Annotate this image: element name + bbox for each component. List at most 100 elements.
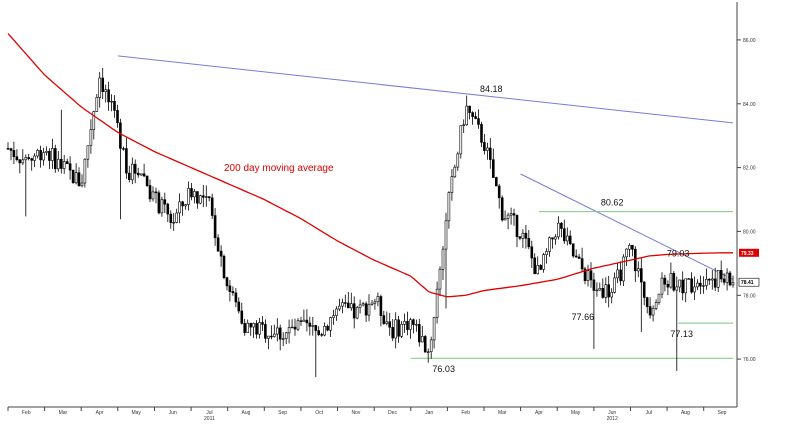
candle-body [409, 319, 412, 330]
candle-body [515, 214, 519, 237]
candle-body [589, 270, 593, 281]
candle-body [465, 105, 469, 126]
candle-body [30, 158, 34, 161]
price-value-badge-text: 78.41 [741, 280, 754, 286]
y-tick-label: 78.00 [743, 293, 756, 299]
candle-body [110, 101, 113, 103]
candle-body [592, 279, 596, 291]
candle-body [332, 315, 335, 318]
candle-body [222, 255, 226, 279]
price-annotation: 79.03 [667, 248, 690, 258]
candle-body [199, 195, 202, 204]
candle-body [633, 248, 637, 272]
candle-body [557, 222, 560, 238]
candle-body [56, 158, 60, 170]
candle-body [83, 158, 87, 184]
y-tick-label: 82.00 [743, 166, 756, 172]
candle-body [678, 279, 682, 288]
candle-body [228, 285, 232, 292]
candle-body [474, 116, 477, 119]
candle-body [163, 199, 167, 205]
candle-body [403, 321, 406, 325]
candle-body [468, 105, 471, 113]
candle-body [205, 196, 208, 198]
candle-body [586, 270, 590, 282]
candle-body [139, 173, 143, 176]
candle-body [151, 191, 155, 200]
candle-body [24, 157, 28, 161]
candle-body [367, 303, 371, 316]
candle-body [562, 228, 566, 242]
candle-body [554, 236, 557, 240]
candle-body [196, 191, 199, 204]
candle-body [184, 204, 187, 207]
candle-body [125, 148, 128, 174]
x-year-label: 2012 [607, 416, 618, 422]
candle-body [497, 185, 501, 199]
candle-body [707, 278, 711, 281]
candle-body [145, 175, 149, 186]
candle-body [710, 278, 714, 281]
candle-body [252, 323, 255, 328]
candle-body [175, 212, 178, 223]
candle-body [341, 302, 344, 307]
candle-body [731, 282, 735, 286]
candle-body [690, 278, 693, 293]
candle-body [488, 147, 492, 160]
candle-body [397, 319, 400, 337]
candle-body [604, 284, 608, 298]
candle-body [358, 304, 362, 308]
candle-body [157, 192, 161, 214]
candle-body [166, 203, 170, 215]
candle-body [181, 201, 184, 207]
candle-body [435, 288, 439, 318]
ma-value-badge-text: 79.33 [741, 251, 754, 257]
candle-body [595, 289, 599, 292]
x-year-label: 2011 [204, 416, 215, 422]
candle-body [524, 232, 528, 239]
candle-body [293, 326, 297, 330]
candle-body [219, 250, 223, 257]
candle-body [290, 326, 294, 329]
annotations-group: 84.18 80.62 79.03 77.66 77.13 76.03 79.33 78.41 [432, 84, 760, 374]
candle-body [178, 201, 181, 214]
candle-body [400, 323, 403, 337]
candle-body [299, 320, 303, 322]
candle-body [560, 222, 563, 229]
candle-body [6, 148, 10, 150]
candle-body [302, 319, 306, 322]
candle-body [483, 142, 486, 151]
candle-body [533, 257, 537, 275]
x-tick-label: Jun [608, 410, 616, 416]
candle-body [326, 325, 329, 331]
candle-body [39, 150, 42, 161]
candle-body [95, 97, 99, 112]
candle-body [530, 246, 534, 259]
candle-body [450, 176, 454, 193]
y-tick-label: 84.00 [743, 102, 756, 108]
candle-body [654, 302, 658, 309]
candle-body [53, 148, 57, 170]
candle-body [477, 118, 480, 125]
candle-body [580, 258, 584, 270]
candle-body [388, 321, 392, 328]
candle-body [98, 77, 101, 98]
candle-body [480, 124, 483, 143]
candle-body [705, 278, 708, 286]
x-tick-label: Jun [169, 410, 177, 416]
candle-body [243, 322, 246, 333]
candle-body [101, 77, 104, 92]
x-tick-label: Sep [718, 410, 727, 416]
candle-body [68, 163, 72, 171]
candle-body [639, 268, 643, 283]
x-tick-label: Feb [461, 410, 470, 416]
candle-body [426, 351, 430, 353]
candle-body [86, 145, 90, 160]
moving-average-line [7, 33, 733, 298]
candle-body [420, 336, 424, 343]
candle-body [234, 292, 238, 303]
candle-body [278, 327, 282, 340]
candle-body [613, 277, 616, 293]
x-tick-label: Jan [425, 410, 433, 416]
candle-body [687, 278, 690, 280]
